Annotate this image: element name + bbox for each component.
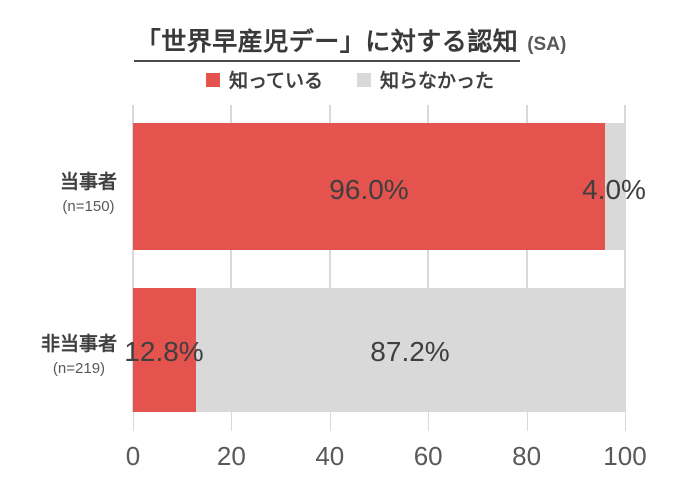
bar-segment-known-tojisha xyxy=(133,123,606,250)
data-label-known-tojisha: 96.0% xyxy=(329,174,409,205)
bar-segment-known-hitojisha xyxy=(133,288,196,412)
category-label-tojisha: 当事者 (n=150) xyxy=(60,170,117,217)
x-axis-ticks xyxy=(133,412,626,431)
gridline-100 xyxy=(624,105,626,412)
bar-row-tojisha xyxy=(133,123,625,250)
tick-mark-20 xyxy=(231,412,233,431)
data-label-unknown-hitojisha: 87.2% xyxy=(370,336,450,367)
gridline-60 xyxy=(427,105,430,412)
legend-label-unknown: 知らなかった xyxy=(380,71,495,92)
x-tick-label-20: 20 xyxy=(216,441,246,471)
category-label-hitojisha: 非当事者 (n=219) xyxy=(41,332,117,379)
legend-item-unknown: 知らなかった xyxy=(357,66,494,93)
category-n-hitojisha: (n=219) xyxy=(52,360,106,377)
legend-label-known: 知っている xyxy=(228,71,324,92)
legend-swatch-known xyxy=(205,72,220,87)
chart-title-suffix: (SA) xyxy=(527,34,567,55)
legend: 知っている 知らなかった xyxy=(0,66,700,93)
x-tick-label-0: 0 xyxy=(125,441,141,471)
legend-item-known: 知っている xyxy=(205,66,324,93)
x-axis-labels: 0 20 40 60 80 100 xyxy=(126,441,647,471)
bar-segment-unknown-tojisha xyxy=(605,123,625,250)
plot-area xyxy=(132,105,626,412)
x-tick-label-60: 60 xyxy=(413,441,443,471)
x-tick-label-100: 100 xyxy=(603,441,647,471)
tick-mark-60 xyxy=(428,412,430,431)
gridline-0 xyxy=(132,105,134,412)
tick-mark-40 xyxy=(329,412,331,431)
data-label-unknown-tojisha: 4.0% xyxy=(582,174,646,205)
gridline-80 xyxy=(525,105,528,412)
bar-segment-unknown-hitojisha xyxy=(195,288,625,412)
chart-title: 「世界早産児デー」に対する認知 (SA) xyxy=(0,22,700,62)
category-n-tojisha: (n=150) xyxy=(62,198,115,215)
x-tick-label-80: 80 xyxy=(512,441,542,471)
tick-mark-100 xyxy=(625,412,626,431)
gridline-40 xyxy=(328,105,331,412)
data-label-known-hitojisha: 12.8% xyxy=(124,336,204,367)
category-name-hitojisha: 非当事者 xyxy=(40,334,117,355)
gridline-20 xyxy=(230,105,233,412)
tick-mark-80 xyxy=(526,412,528,431)
tick-mark-0 xyxy=(133,412,134,431)
legend-swatch-unknown xyxy=(357,72,372,87)
x-tick-label-40: 40 xyxy=(315,441,345,471)
bar-row-hitojisha xyxy=(133,288,625,412)
chart-title-text: 「世界早産児デー」に対する認知 xyxy=(133,28,521,62)
category-name-tojisha: 当事者 xyxy=(59,172,117,193)
